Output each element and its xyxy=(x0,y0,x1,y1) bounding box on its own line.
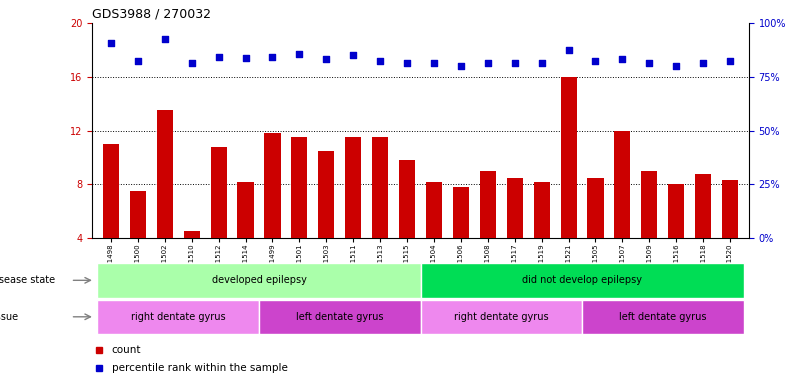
Point xyxy=(535,60,548,66)
Point xyxy=(185,60,198,66)
Point xyxy=(723,58,736,64)
Point xyxy=(400,60,413,66)
Bar xyxy=(399,160,415,238)
Point xyxy=(428,60,441,66)
Text: developed epilepsy: developed epilepsy xyxy=(211,275,307,285)
Point xyxy=(212,54,225,60)
Bar xyxy=(372,137,388,238)
Bar xyxy=(237,182,254,238)
Bar xyxy=(103,144,119,238)
Bar xyxy=(98,263,421,298)
Bar xyxy=(453,187,469,238)
Text: GDS3988 / 270032: GDS3988 / 270032 xyxy=(92,7,211,20)
Point xyxy=(131,58,144,64)
Point xyxy=(320,56,332,63)
Bar xyxy=(318,151,334,238)
Bar xyxy=(98,300,259,334)
Bar xyxy=(533,182,549,238)
Bar xyxy=(614,131,630,238)
Point xyxy=(697,60,710,66)
Text: right dentate gyrus: right dentate gyrus xyxy=(454,312,549,322)
Point xyxy=(589,58,602,64)
Bar xyxy=(480,171,496,238)
Point xyxy=(670,63,682,69)
Point xyxy=(293,51,306,57)
Bar xyxy=(292,137,308,238)
Bar xyxy=(211,147,227,238)
Text: tissue: tissue xyxy=(0,312,19,322)
Text: left dentate gyrus: left dentate gyrus xyxy=(619,312,706,322)
Bar xyxy=(183,231,199,238)
Point xyxy=(239,55,252,61)
Bar xyxy=(426,182,442,238)
Point xyxy=(159,36,171,42)
Bar xyxy=(668,184,684,238)
Bar xyxy=(259,300,421,334)
Point xyxy=(481,60,494,66)
Bar xyxy=(264,133,280,238)
Bar xyxy=(345,137,361,238)
Bar xyxy=(157,111,173,238)
Point xyxy=(105,40,118,46)
Bar xyxy=(695,174,711,238)
Point xyxy=(643,60,656,66)
Bar xyxy=(587,178,604,238)
Bar xyxy=(582,300,743,334)
Text: right dentate gyrus: right dentate gyrus xyxy=(131,312,226,322)
Text: count: count xyxy=(112,345,141,356)
Text: percentile rank within the sample: percentile rank within the sample xyxy=(112,362,288,373)
Bar xyxy=(722,180,739,238)
Point xyxy=(266,54,279,60)
Point xyxy=(509,60,521,66)
Point xyxy=(374,58,387,64)
Bar xyxy=(507,178,523,238)
Text: left dentate gyrus: left dentate gyrus xyxy=(296,312,384,322)
Text: disease state: disease state xyxy=(0,275,55,285)
Bar xyxy=(561,77,577,238)
Point xyxy=(454,63,467,69)
Bar xyxy=(421,263,743,298)
Point xyxy=(562,47,575,53)
Bar xyxy=(642,171,658,238)
Bar xyxy=(130,191,146,238)
Text: did not develop epilepsy: did not develop epilepsy xyxy=(522,275,642,285)
Point xyxy=(616,56,629,63)
Point xyxy=(347,52,360,58)
Bar xyxy=(421,300,582,334)
